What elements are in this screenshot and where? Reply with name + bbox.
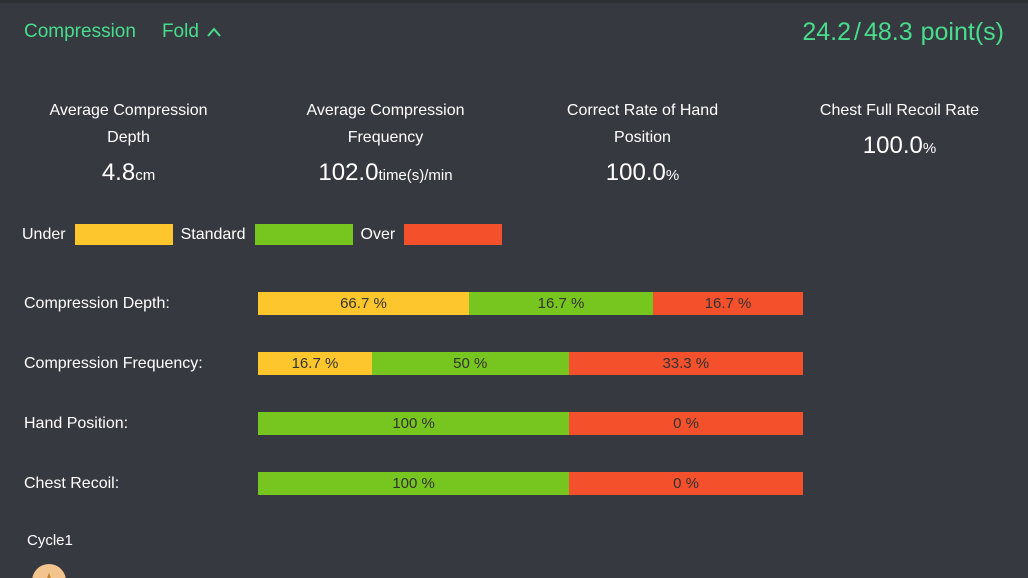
bar-row-compression-frequency: Compression Frequency: 16.7 % 50 % 33.3 …	[0, 352, 1028, 375]
cycle-star-badge[interactable]: ★	[32, 564, 66, 578]
legend-label: Under	[22, 225, 66, 243]
bar-segment-standard: 16.7 %	[468, 292, 654, 315]
stat-value: 100.0%	[514, 159, 771, 189]
legend-swatch-standard	[254, 224, 353, 245]
stat-label: Average Compression Frequency	[306, 102, 465, 146]
bar-segment-label: 0 %	[673, 415, 700, 432]
legend-swatch-over	[404, 224, 503, 245]
stat-value: 100.0%	[771, 132, 1028, 162]
stat-number: 102.0	[318, 159, 379, 186]
bar-chart: Compression Depth: 66.7 % 16.7 % 16.7 % …	[0, 292, 1028, 495]
legend: Under Standard Over	[0, 223, 1028, 246]
stat-unit: %	[665, 167, 680, 184]
stat-unit: %	[922, 140, 937, 157]
panel-header: Compression Fold 24.2 / 48.3 point(s)	[0, 15, 1028, 49]
bar-segment-label: 16.7 %	[704, 295, 752, 312]
bar-segment-label: 66.7 %	[340, 295, 387, 312]
bar-segment-under: 16.7 %	[258, 352, 372, 375]
score-separator: /	[854, 17, 861, 46]
stat-avg-compression-depth: Average Compression Depth 4.8cm	[0, 97, 257, 189]
stats-row: Average Compression Depth 4.8cm Average …	[0, 97, 1028, 189]
bar-segment-label: 16.7 %	[537, 295, 585, 312]
bar-row-compression-depth: Compression Depth: 66.7 % 16.7 % 16.7 %	[0, 292, 1028, 315]
bar-segment-label: 0 %	[673, 475, 700, 492]
bar-segment-label: 100 %	[392, 415, 435, 432]
stat-chest-recoil-rate: Chest Full Recoil Rate 100.0%	[771, 97, 1028, 189]
bar-segment-standard: 50 %	[371, 352, 569, 375]
stat-number: 100.0	[862, 132, 923, 159]
legend-label: Standard	[180, 225, 246, 243]
cycle-label: Cycle1	[27, 532, 73, 549]
bar-row-hand-position: Hand Position: 100 % 0 %	[0, 412, 1028, 435]
fold-button-label: Fold	[161, 21, 199, 42]
bar-segment-over: 16.7 %	[653, 292, 803, 315]
stat-unit: cm	[135, 167, 156, 184]
bar-segment-over: 33.3 %	[568, 352, 803, 375]
stat-label: Chest Full Recoil Rate	[819, 102, 980, 119]
bar-segment-over: 0 %	[569, 412, 803, 435]
stat-hand-position-rate: Correct Rate of Hand Position 100.0%	[514, 97, 771, 189]
panel-top-border	[0, 0, 1028, 3]
legend-swatch-under	[74, 224, 173, 245]
bar-segment-label: 100 %	[392, 475, 435, 492]
legend-item-under: Under	[22, 224, 173, 245]
stat-number: 100.0	[605, 159, 666, 186]
bar-segment-standard: 100 %	[258, 472, 570, 495]
stat-label: Average Compression Depth	[49, 102, 208, 146]
bar-row-chest-recoil: Chest Recoil: 100 % 0 %	[0, 472, 1028, 495]
stat-number: 4.8	[101, 159, 136, 186]
bar-row-label: Compression Depth:	[24, 294, 170, 312]
stat-value: 102.0time(s)/min	[257, 159, 514, 189]
bar-segment-label: 33.3 %	[662, 355, 710, 372]
stat-avg-compression-frequency: Average Compression Frequency 102.0time(…	[257, 97, 514, 189]
stat-value: 4.8cm	[0, 159, 257, 189]
bar-segment-under: 66.7 %	[258, 292, 469, 315]
bar-track: 100 % 0 %	[258, 412, 803, 435]
bar-track: 16.7 % 50 % 33.3 %	[258, 352, 803, 375]
legend-label: Over	[360, 225, 396, 243]
score-earned: 24.2	[802, 17, 851, 46]
legend-item-over: Over	[361, 224, 503, 245]
score-display: 24.2 / 48.3 point(s)	[802, 18, 1004, 47]
stat-label: Correct Rate of Hand Position	[566, 102, 719, 146]
fold-button[interactable]: Fold	[162, 21, 223, 43]
page-title: Compression	[24, 21, 136, 42]
bar-track: 100 % 0 %	[258, 472, 803, 495]
bar-segment-label: 16.7 %	[291, 355, 339, 372]
bar-segment-over: 0 %	[569, 472, 803, 495]
bar-row-label: Hand Position:	[24, 414, 129, 432]
star-icon: ★	[40, 571, 58, 578]
bar-track: 66.7 % 16.7 % 16.7 %	[258, 292, 803, 315]
chevron-up-icon	[205, 25, 223, 39]
score-unit: point(s)	[920, 17, 1004, 46]
bar-segment-label: 50 %	[453, 355, 488, 372]
bar-segment-standard: 100 %	[258, 412, 570, 435]
legend-item-standard: Standard	[181, 224, 353, 245]
bar-row-label: Compression Frequency:	[24, 354, 203, 372]
bar-row-label: Chest Recoil:	[24, 474, 120, 492]
stat-unit: time(s)/min	[378, 167, 453, 184]
score-total: 48.3	[863, 17, 913, 46]
